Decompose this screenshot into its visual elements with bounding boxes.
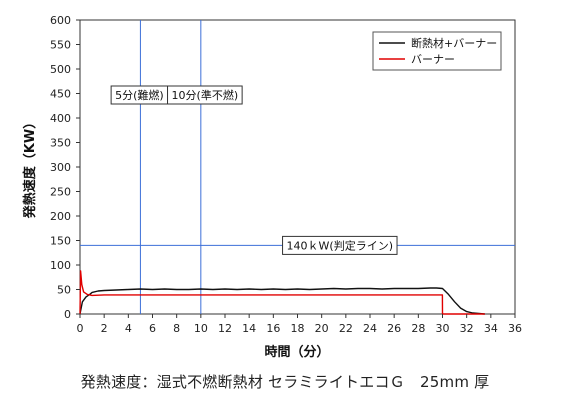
x-tick-label: 16 — [266, 322, 280, 335]
x-tick-label: 18 — [291, 322, 305, 335]
x-tick-label: 10 — [194, 322, 208, 335]
x-tick-label: 30 — [436, 322, 450, 335]
y-axis: 0 50 100 150 200 250 300 350 400 450 500 550 600 — [50, 14, 80, 321]
series-layer — [79, 270, 485, 315]
y-tick-label: 600 — [50, 14, 71, 27]
x-tick-label: 36 — [508, 322, 522, 335]
y-tick-label: 200 — [50, 210, 71, 223]
annotation-140kw-box — [282, 235, 398, 255]
x-tick-label: 34 — [484, 322, 498, 335]
x-axis: 0 2 4 6 8 10 12 14 16 18 20 22 24 26 28 30 32 34 36 — [77, 314, 522, 335]
annotation-5min: 5分(難燃) — [110, 85, 169, 105]
y-tick-label: 550 — [50, 39, 71, 52]
series-line-2 — [79, 270, 485, 315]
annotation-10min-box — [167, 85, 243, 105]
y-axis-title: 発熱速度（KW） — [22, 116, 38, 219]
annotation-layer: 5分(難燃) 10分(準不燃) 140ｋW(判定ライン) — [110, 85, 398, 255]
y-tick-label: 0 — [64, 308, 71, 321]
x-tick-label: 12 — [218, 322, 232, 335]
x-tick-label: 0 — [77, 322, 84, 335]
y-tick-label: 350 — [50, 137, 71, 150]
y-tick-label: 100 — [50, 259, 71, 272]
y-tick-label: 450 — [50, 88, 71, 101]
y-tick-label: 150 — [50, 235, 71, 248]
legend-label-1: 断熱材+バーナー — [411, 36, 497, 50]
x-axis-title: 時間（分） — [264, 344, 329, 360]
series-line-1 — [79, 287, 485, 315]
x-tick-label: 14 — [242, 322, 256, 335]
y-tick-label: 400 — [50, 112, 71, 125]
x-tick-label: 28 — [411, 322, 425, 335]
x-tick-label: 32 — [460, 322, 474, 335]
x-tick-label: 20 — [315, 322, 329, 335]
annotation-10min: 10分(準不燃) — [167, 85, 243, 105]
x-tick-label: 22 — [339, 322, 353, 335]
x-tick-label: 26 — [387, 322, 401, 335]
x-tick-label: 24 — [363, 322, 377, 335]
annotation-5min-text: 5分(難燃) — [115, 88, 164, 102]
annotation-140kw-text: 140ｋW(判定ライン) — [287, 238, 393, 252]
y-tick-label: 500 — [50, 63, 71, 76]
x-tick-label: 2 — [101, 322, 108, 335]
figure-caption: 発熱速度：湿式不燃断熱材 セラミライトエコＧ 25mm 厚 — [80, 373, 490, 391]
y-tick-label: 300 — [50, 161, 71, 174]
y-tick-label: 50 — [57, 284, 71, 297]
annotation-10min-text: 10分(準不燃) — [172, 88, 239, 102]
x-tick-label: 8 — [173, 322, 180, 335]
legend-label-2: バーナー — [411, 53, 455, 66]
x-tick-label: 6 — [149, 322, 156, 335]
annotation-140kw: 140ｋW(判定ライン) — [282, 235, 398, 255]
x-tick-label: 4 — [125, 322, 132, 335]
y-tick-label: 250 — [50, 186, 71, 199]
legend-box — [372, 31, 502, 71]
